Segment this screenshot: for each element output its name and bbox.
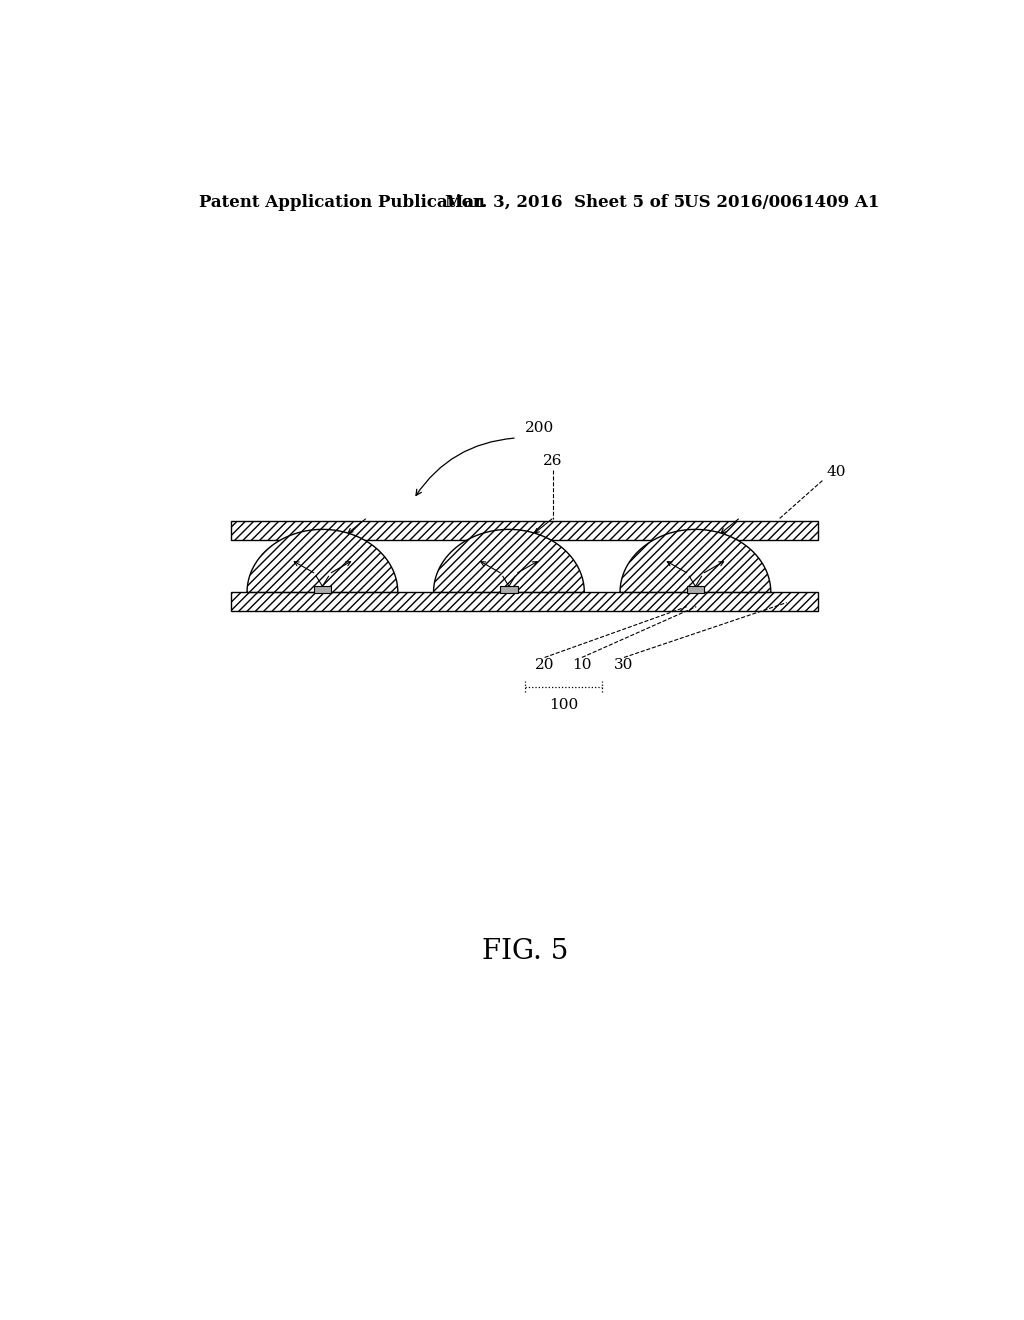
Text: FIG. 5: FIG. 5: [481, 937, 568, 965]
Text: Patent Application Publication: Patent Application Publication: [200, 194, 485, 211]
Polygon shape: [620, 529, 771, 593]
Text: 40: 40: [826, 465, 846, 479]
Text: 30: 30: [614, 659, 634, 672]
Polygon shape: [433, 529, 585, 593]
Text: 26: 26: [543, 454, 562, 469]
Bar: [231, 521, 818, 540]
Bar: [313, 586, 331, 594]
Bar: [231, 593, 818, 611]
Bar: [500, 586, 518, 594]
Text: 200: 200: [524, 421, 554, 434]
Bar: [687, 586, 705, 594]
Text: 10: 10: [572, 659, 592, 672]
Text: 100: 100: [549, 698, 578, 711]
Text: 20: 20: [535, 659, 554, 672]
Text: Mar. 3, 2016  Sheet 5 of 5: Mar. 3, 2016 Sheet 5 of 5: [445, 194, 685, 211]
Text: US 2016/0061409 A1: US 2016/0061409 A1: [684, 194, 879, 211]
Polygon shape: [247, 529, 397, 593]
